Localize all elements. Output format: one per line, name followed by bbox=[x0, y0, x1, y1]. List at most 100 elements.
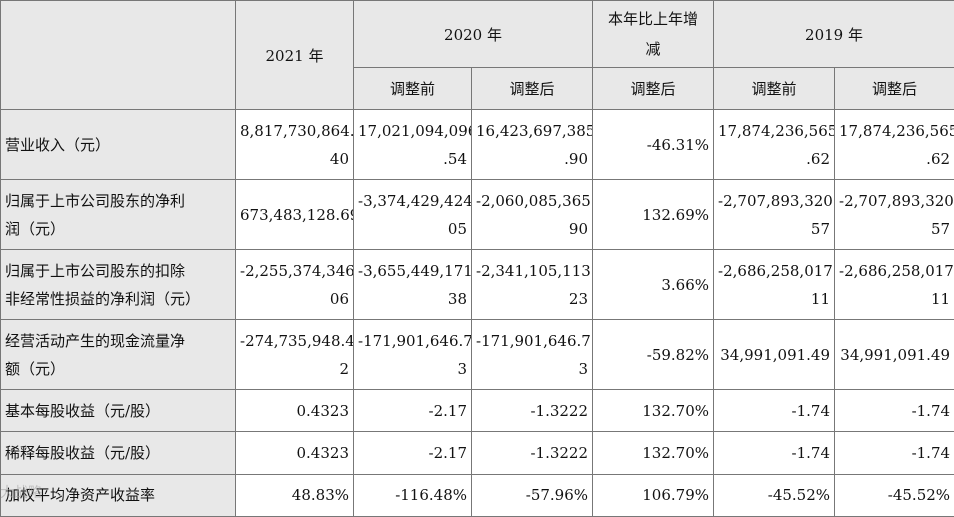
value-2021: 0.4323 bbox=[235, 389, 354, 433]
value-2020-before-line: 17,021,094,096 bbox=[358, 121, 472, 140]
value-2020-before-line: 3 bbox=[457, 359, 467, 378]
value-2019-after-line: 57 bbox=[930, 219, 951, 238]
value-2020-after-line: -1.3222 bbox=[530, 401, 589, 420]
value-2019-before: -2,707,893,320. 57 bbox=[713, 179, 836, 251]
value-2020-before-line: -2.17 bbox=[428, 401, 467, 420]
value-yoy-change-line: -59.82% bbox=[646, 345, 710, 364]
value-2020-before-line: 05 bbox=[447, 219, 467, 238]
value-2020-after-line: -57.96% bbox=[525, 486, 589, 505]
table-row: 营业收入（元） 8,817,730,864. 40 17,021,094,096 .54… bbox=[0, 108, 954, 181]
value-2020-after: -2,060,085,365. 90 bbox=[470, 179, 594, 251]
value-2020-after: -57.96% bbox=[470, 473, 594, 517]
value-2020-after: 16,423,697,385 .90 bbox=[470, 108, 594, 181]
value-yoy-change: 132.70% bbox=[592, 431, 715, 475]
value-2021: 48.83% bbox=[235, 473, 354, 517]
header-2019-after: 调整后 bbox=[834, 67, 954, 110]
value-2019-before: -45.52% bbox=[713, 473, 836, 517]
value-2019-after-line: -2,707,893,320. bbox=[839, 191, 954, 210]
row-label-line: 营业收入（元） bbox=[5, 135, 111, 154]
table-row: 稀释每股收益（元/股） 0.4323 -2.17 -1.3222 132.70% -1.7… bbox=[0, 431, 954, 475]
value-2021-line: 8,817,730,864. bbox=[240, 121, 354, 140]
row-label-line: 经营活动产生的现金流量净 bbox=[5, 331, 186, 350]
value-2021-line: 0.4323 bbox=[296, 401, 350, 420]
value-2020-before: -171,901,646.7 3 bbox=[353, 319, 472, 391]
value-2019-before-line: -2,707,893,320. bbox=[718, 191, 835, 210]
value-2019-after-line: 11 bbox=[930, 289, 951, 308]
value-2019-before: 34,991,091.49 bbox=[713, 319, 836, 391]
value-2019-after: -1.74 bbox=[834, 431, 954, 475]
value-2020-after-line: -2,060,085,365. bbox=[476, 191, 593, 210]
row-label-line: 基本每股收益（元/股） bbox=[5, 401, 161, 420]
header-blank-cell bbox=[0, 0, 236, 110]
value-2019-after: -2,686,258,017. 11 bbox=[834, 249, 954, 321]
row-label-line: 稀释每股收益（元/股） bbox=[5, 444, 161, 463]
value-2019-before-line: 57 bbox=[810, 219, 831, 238]
value-yoy-change-line: 132.70% bbox=[642, 401, 710, 420]
row-label: 经营活动产生的现金流量净 额（元） bbox=[0, 319, 236, 391]
value-yoy-change: 132.70% bbox=[592, 389, 715, 433]
row-label-line: 归属于上市公司股东的净利 bbox=[5, 191, 186, 210]
value-2019-before: -1.74 bbox=[713, 389, 836, 433]
table-row: 归属于上市公司股东的净利 润（元） 673,483,128.69 -3,374,429… bbox=[0, 179, 954, 251]
value-yoy-change: 106.79% bbox=[592, 473, 715, 517]
value-2020-before: -3,374,429,424. 05 bbox=[353, 179, 472, 251]
value-yoy-change: 132.69% bbox=[592, 179, 715, 251]
value-2020-before: -116.48% bbox=[353, 473, 472, 517]
value-2020-after: -1.3222 bbox=[470, 431, 594, 475]
value-2020-after: -2,341,105,113. 23 bbox=[470, 249, 594, 321]
value-yoy-change-line: 132.69% bbox=[642, 205, 710, 224]
value-2020-after: -171,901,646.7 3 bbox=[470, 319, 594, 391]
value-2020-before: 17,021,094,096 .54 bbox=[353, 108, 472, 181]
value-2019-after: -45.52% bbox=[834, 473, 954, 517]
value-2020-after-line: -1.3222 bbox=[530, 444, 589, 463]
value-2019-after-line: -45.52% bbox=[887, 486, 951, 505]
value-2020-after-line: 3 bbox=[578, 359, 589, 378]
value-2020-before-line: -2.17 bbox=[428, 444, 467, 463]
header-year-2021: 2021 年 bbox=[235, 0, 354, 110]
header-yoy-line-1: 本年比上年增 bbox=[608, 10, 699, 28]
value-2020-before: -2.17 bbox=[353, 389, 472, 433]
value-2019-before-line: -1.74 bbox=[791, 401, 831, 420]
value-2019-after: 17,874,236,565 .62 bbox=[834, 108, 954, 181]
value-2021: 8,817,730,864. 40 bbox=[235, 108, 354, 181]
value-2019-before-line: 17,874,236,565 bbox=[718, 121, 835, 140]
value-2021-line: 0.4323 bbox=[296, 444, 350, 463]
value-2019-after-line: 34,991,091.49 bbox=[840, 345, 951, 364]
row-label-line: 归属于上市公司股东的扣除 bbox=[5, 261, 186, 280]
value-2020-after-line: .90 bbox=[564, 149, 589, 168]
value-2020-before: -2.17 bbox=[353, 431, 472, 475]
value-2019-before-line: -2,686,258,017. bbox=[718, 261, 835, 280]
value-2019-before-line: 34,991,091.49 bbox=[720, 345, 831, 364]
row-label: 稀释每股收益（元/股） bbox=[0, 431, 236, 475]
value-yoy-change-line: 106.79% bbox=[642, 486, 710, 505]
table-row: 经营活动产生的现金流量净 额（元） -274,735,948.4 2 -171,901,… bbox=[0, 319, 954, 391]
value-2019-after: 34,991,091.49 bbox=[834, 319, 954, 391]
table-row: 基本每股收益（元/股） 0.4323 -2.17 -1.3222 132.70% -1.7… bbox=[0, 389, 954, 433]
header-yoy-change: 本年比上年增 减 bbox=[592, 0, 715, 68]
value-yoy-change-line: -46.31% bbox=[646, 135, 710, 154]
value-yoy-change: -59.82% bbox=[592, 319, 715, 391]
row-label: 归属于上市公司股东的净利 润（元） bbox=[0, 179, 236, 251]
row-label-line: 非经常性损益的净利润（元） bbox=[5, 289, 201, 308]
header-2020-before: 调整前 bbox=[353, 67, 472, 110]
value-yoy-change-line: 3.66% bbox=[661, 275, 710, 294]
value-2020-before-line: -116.48% bbox=[395, 486, 467, 505]
value-2021-line: -2,255,374,346. bbox=[240, 261, 354, 280]
row-label: 加权平均净资产收益率 bbox=[0, 473, 236, 517]
value-2019-after-line: -1.74 bbox=[911, 401, 951, 420]
value-2021: 0.4323 bbox=[235, 431, 354, 475]
value-2019-before: -1.74 bbox=[713, 431, 836, 475]
value-2019-after-line: -2,686,258,017. bbox=[839, 261, 954, 280]
value-2020-after-line: 90 bbox=[568, 219, 589, 238]
value-2019-before-line: -1.74 bbox=[791, 444, 831, 463]
value-2019-before: 17,874,236,565 .62 bbox=[713, 108, 836, 181]
value-2021-line: 06 bbox=[329, 289, 349, 308]
value-2021-line: 48.83% bbox=[291, 486, 349, 505]
value-2020-after-line: -2,341,105,113. bbox=[476, 261, 593, 280]
value-2020-before-line: .54 bbox=[443, 149, 467, 168]
value-2019-before-line: -45.52% bbox=[767, 486, 831, 505]
value-yoy-change: -46.31% bbox=[592, 108, 715, 181]
value-2021-line: 2 bbox=[339, 359, 349, 378]
header-year-2020: 2020 年 bbox=[352, 0, 594, 68]
